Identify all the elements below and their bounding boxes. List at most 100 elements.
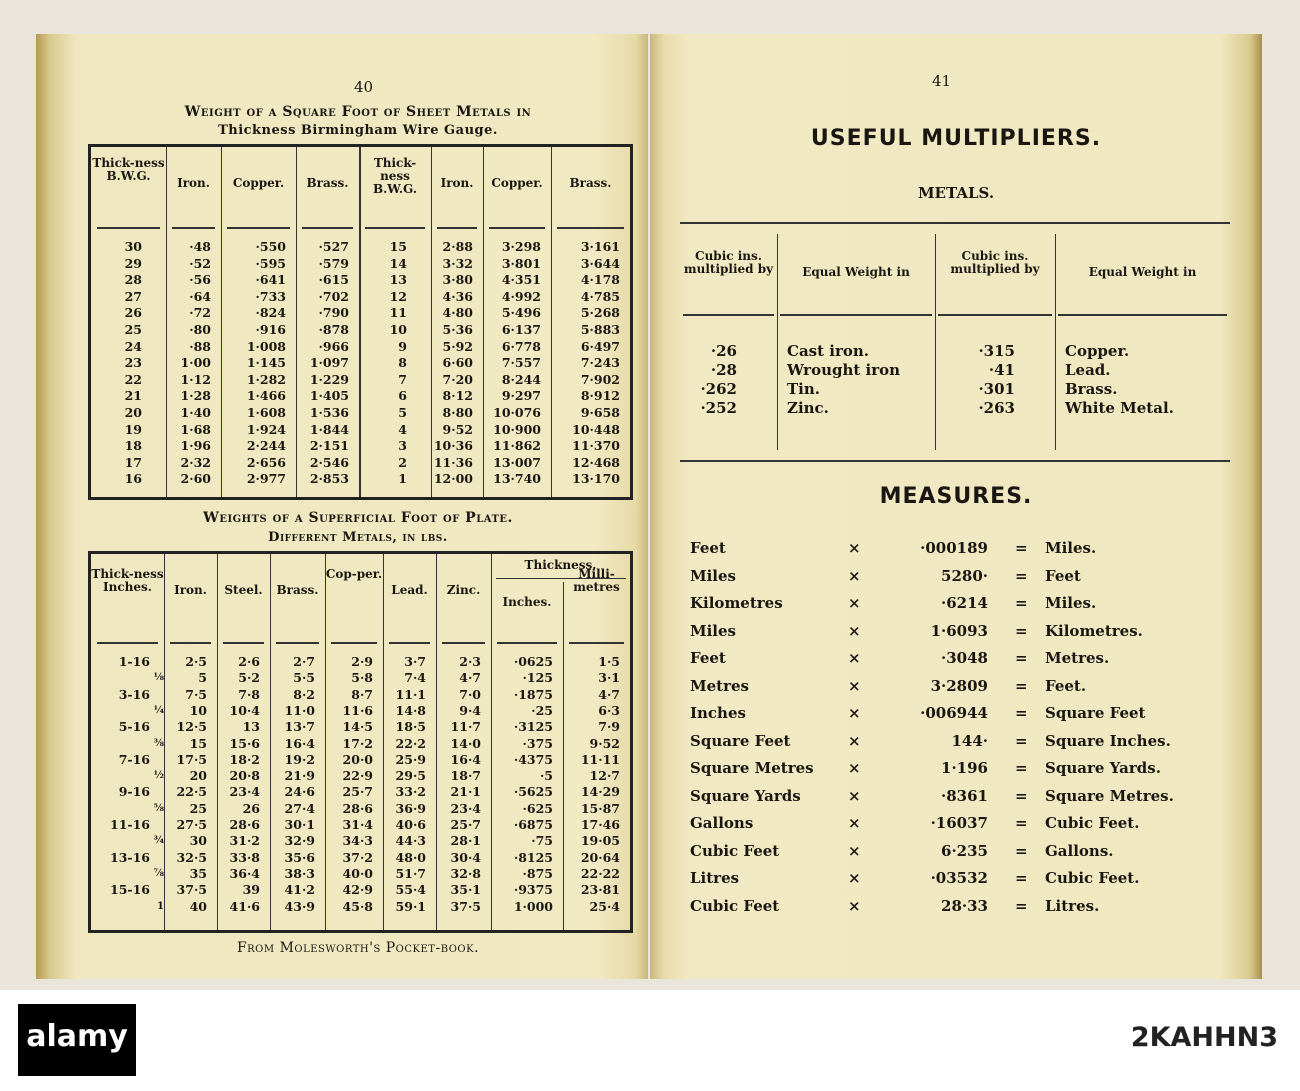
table-cell: 1·229: [309, 371, 349, 387]
to-unit: Feet: [1045, 566, 1081, 585]
measure-row: Feet × ·3048 = Metres.: [690, 649, 1250, 676]
equals-sign: =: [1015, 896, 1028, 915]
table-cell: ·4375: [513, 751, 553, 767]
column-divider: [551, 147, 552, 497]
table-cell: 2·9: [351, 654, 373, 669]
header-rule: [442, 642, 485, 644]
table-cell: 5-16: [118, 719, 150, 735]
table-cell: ·878: [318, 322, 349, 337]
table-cell: 2·151: [309, 438, 349, 454]
table-cell: 40·6: [395, 817, 426, 832]
table-cell: 1·844: [309, 421, 349, 437]
table-cell: 30: [124, 239, 142, 254]
table-cell: 8·80: [442, 405, 473, 420]
column-header: Thick-ness Inches.: [91, 567, 164, 594]
watermark-band: alamy 2KAHHN3: [0, 990, 1300, 1091]
table-cell: 5·268: [580, 305, 620, 321]
table-cell: 1·536: [309, 405, 349, 420]
table-cell: ·75: [531, 833, 553, 849]
multiplier: 3·2809: [930, 676, 988, 695]
table-cell: 23: [124, 355, 142, 371]
equals-sign: =: [1015, 539, 1028, 557]
table-cell: 2·5: [185, 654, 207, 669]
times-sign: ×: [848, 676, 861, 695]
table-cell: 20: [189, 768, 207, 784]
table-cell: 9·52: [589, 735, 620, 751]
table-cell: ·56: [189, 272, 211, 288]
column-divider: [217, 554, 218, 930]
table-cell: 27·4: [284, 800, 315, 816]
table-cell: 7·8: [238, 686, 260, 702]
times-sign: ×: [848, 896, 861, 915]
table-cell: 23·81: [580, 882, 620, 898]
table-cell: ·72: [189, 305, 211, 321]
table-cell: 51·7: [395, 865, 426, 881]
table-cell: 7·0: [459, 686, 481, 702]
header-rule: [331, 642, 377, 644]
table-cell: 32·9: [284, 833, 315, 849]
table-cell: 2·244: [246, 438, 286, 454]
column-divider: [164, 554, 165, 930]
metals-cell: Zinc.: [787, 399, 829, 417]
table-cell: 4·785: [580, 288, 620, 304]
to-unit: Metres.: [1045, 649, 1110, 667]
table-cell: 20·0: [342, 751, 373, 767]
times-sign: ×: [848, 841, 861, 860]
table-cell: ·9375: [513, 882, 553, 898]
column-header: Cubic ins. multiplied by: [950, 249, 1040, 276]
table-cell: 7·20: [442, 371, 473, 387]
column-divider: [935, 234, 936, 450]
table-cell: 7: [398, 371, 407, 387]
table-cell: 8·244: [501, 371, 541, 387]
sheet-metal-weight-table: Thick-ness B.W.G. 30 29 28 27 26 25 24 23 22 21 20 1…: [88, 144, 633, 500]
table-cell: 17·2: [342, 735, 373, 751]
to-unit: Cubic Feet.: [1045, 869, 1140, 887]
table-cell: 7·5: [185, 686, 207, 702]
table-cell: 9·4: [459, 702, 481, 718]
table-cell: 18·5: [395, 719, 426, 735]
table-cell: 4·351: [501, 272, 541, 288]
times-sign: ×: [848, 566, 861, 585]
page-number: 40: [354, 78, 374, 96]
metals-cell: ·263: [978, 399, 1015, 417]
column-divider: [359, 147, 361, 497]
open-book: 40 Weight of a Square Foot of Sheet Meta…: [0, 0, 1300, 990]
column-divider: [296, 147, 297, 497]
table-cell: 8·7: [351, 686, 373, 702]
table-cell: 28: [124, 272, 142, 288]
table-cell: 34·3: [342, 833, 373, 849]
table-cell: 28·1: [450, 833, 481, 849]
equals-sign: =: [1015, 786, 1028, 805]
table-cell: 41·2: [284, 882, 315, 898]
table-cell: 14·8: [395, 702, 426, 718]
table-cell: 10: [389, 322, 407, 337]
multiplier: 28·33: [941, 896, 988, 915]
table-cell: 32·8: [450, 865, 481, 881]
table-cell: 1·405: [309, 388, 349, 404]
column-header: Thick-ness B.W.G.: [372, 156, 418, 196]
from-unit: Feet: [690, 649, 726, 667]
table-cell: 5: [198, 670, 207, 686]
table-cell: ·48: [189, 239, 211, 254]
table-cell: 8·912: [580, 388, 620, 404]
table-cell: 22: [124, 371, 142, 387]
table-cell: 10·076: [493, 405, 541, 420]
column-divider: [1055, 234, 1056, 450]
table-cell: 3: [398, 438, 407, 454]
table-cell: 8: [398, 355, 407, 371]
equals-sign: =: [1015, 649, 1028, 667]
table-cell: 12·7: [589, 768, 620, 784]
table-cell: 25·7: [342, 784, 373, 800]
table-cell: ⅝: [153, 802, 164, 814]
table-cell: 11·370: [572, 438, 620, 454]
to-unit: Kilometres.: [1045, 621, 1143, 640]
page-heading: USEFUL MULTIPLIERS.: [810, 126, 1102, 151]
table-cell: 11·7: [450, 719, 481, 735]
to-unit: Litres.: [1045, 896, 1100, 915]
table-cell: 11-16: [110, 817, 150, 832]
table-cell: 41·6: [229, 898, 260, 914]
from-unit: Litres: [690, 869, 740, 887]
table-cell: ·625: [522, 800, 553, 816]
table-cell: 9·297: [501, 388, 541, 404]
table-cell: 14: [389, 255, 407, 271]
